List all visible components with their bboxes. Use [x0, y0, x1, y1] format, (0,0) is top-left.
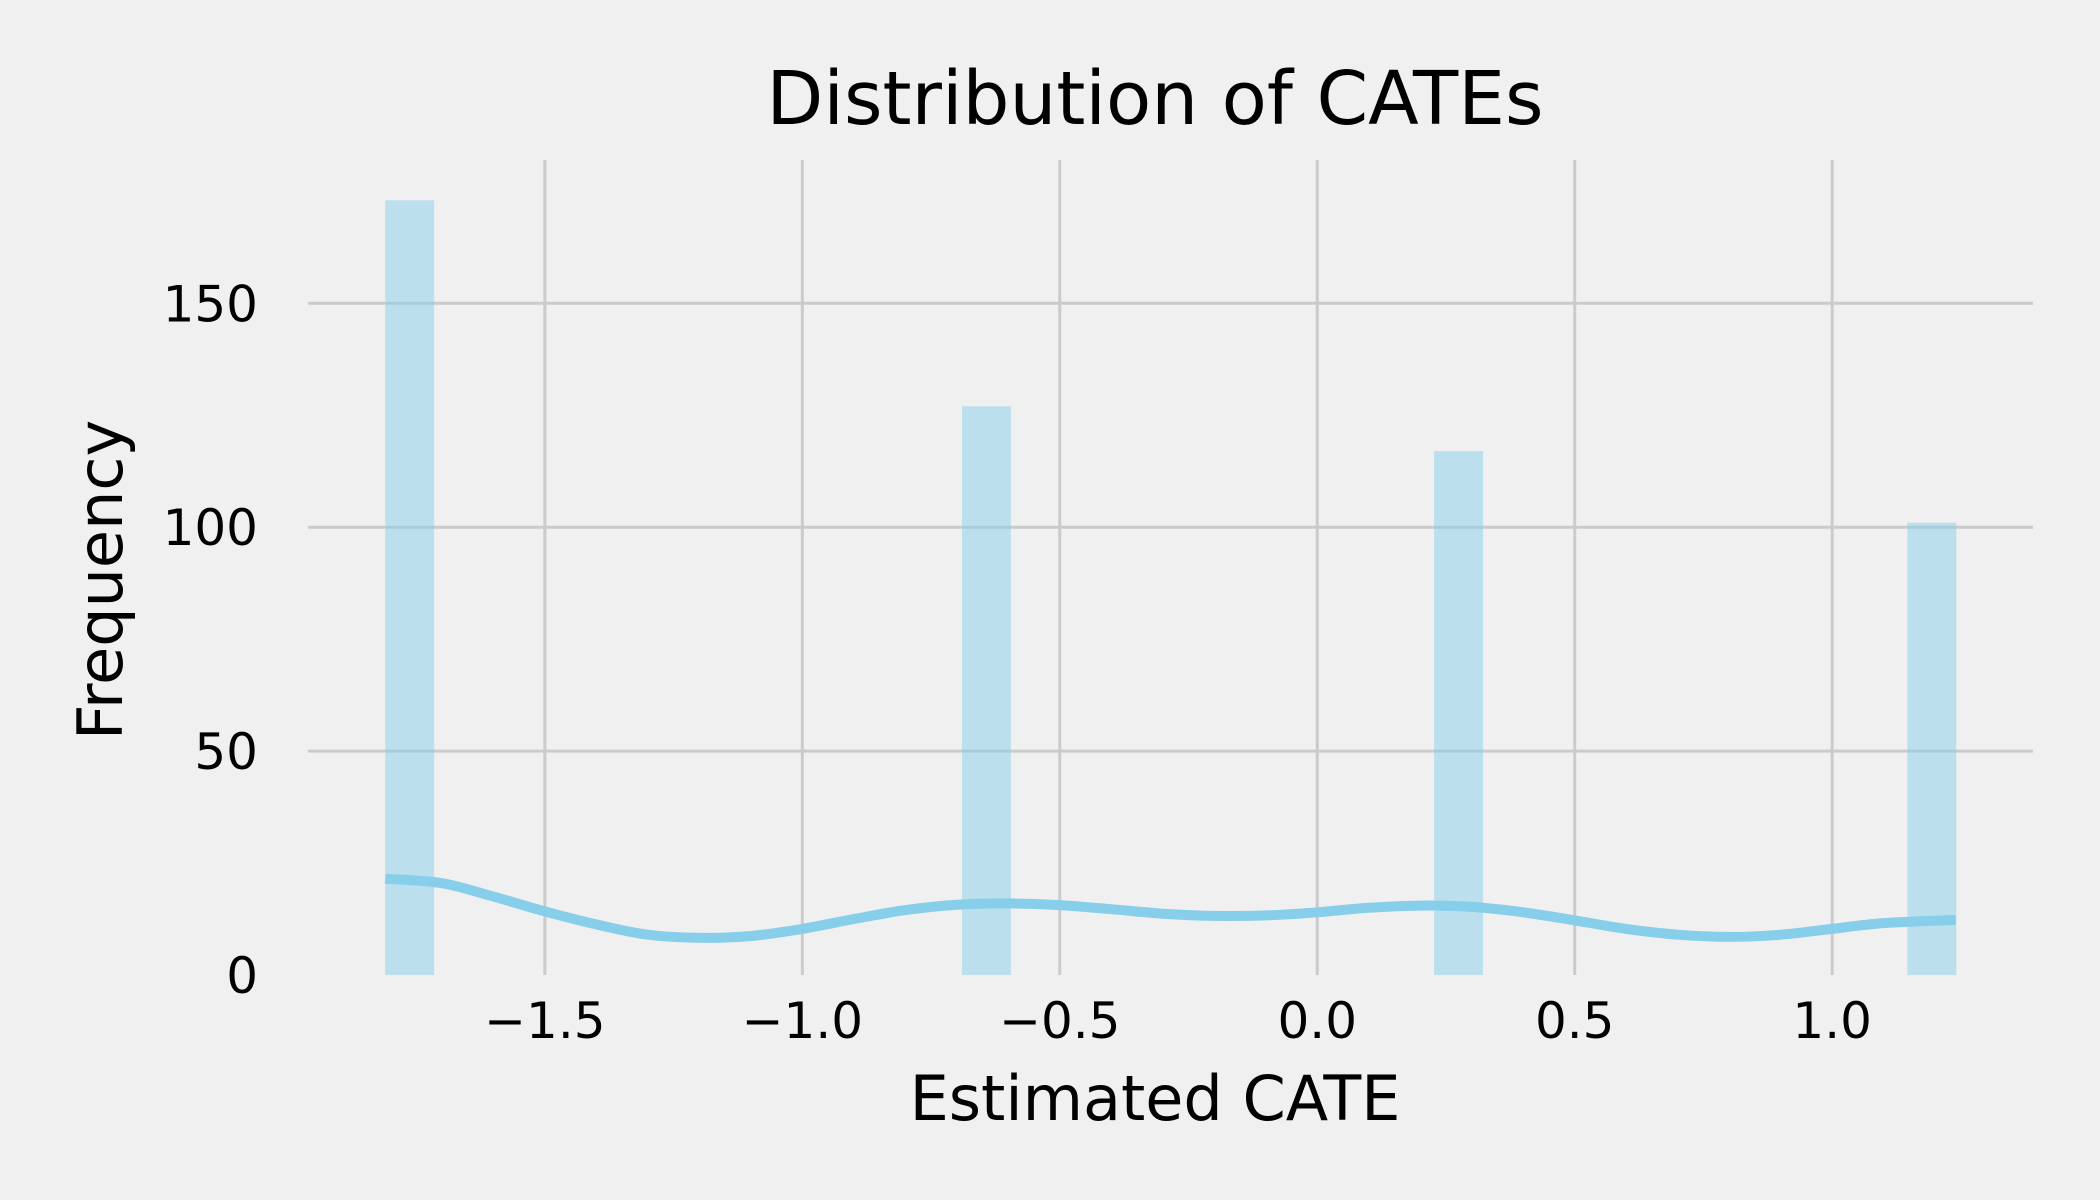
histogram-bar: [385, 200, 435, 976]
y-tick-label: 100: [163, 499, 258, 557]
histogram-bar: [961, 406, 1011, 975]
x-tick-label: −0.5: [999, 992, 1120, 1050]
x-tick-labels: −1.5 −1.0 −0.5 0.0 0.5 1.0: [484, 992, 1872, 1050]
y-tick-labels: 0 50 100 150: [163, 275, 258, 1005]
x-axis-label: Estimated CATE: [910, 1062, 1401, 1135]
x-tick-label: 0.5: [1535, 992, 1615, 1050]
x-tick-label: −1.5: [484, 992, 605, 1050]
x-tick-label: −1.0: [742, 992, 863, 1050]
histogram-bars: [385, 200, 1957, 976]
histogram-bar: [1907, 522, 1957, 975]
kde-curve-layer: [384, 873, 1957, 943]
y-tick-label: 0: [226, 947, 258, 1005]
grid-lines: [308, 160, 2033, 975]
x-tick-label: 1.0: [1792, 992, 1872, 1050]
y-tick-label: 50: [194, 723, 258, 781]
kde-curve: [384, 873, 1957, 943]
y-axis-label: Frequency: [64, 420, 137, 740]
histogram-bar: [1434, 451, 1484, 976]
chart-title: Distribution of CATEs: [766, 56, 1543, 142]
y-tick-label: 150: [163, 275, 258, 333]
x-tick-label: 0.0: [1277, 992, 1357, 1050]
